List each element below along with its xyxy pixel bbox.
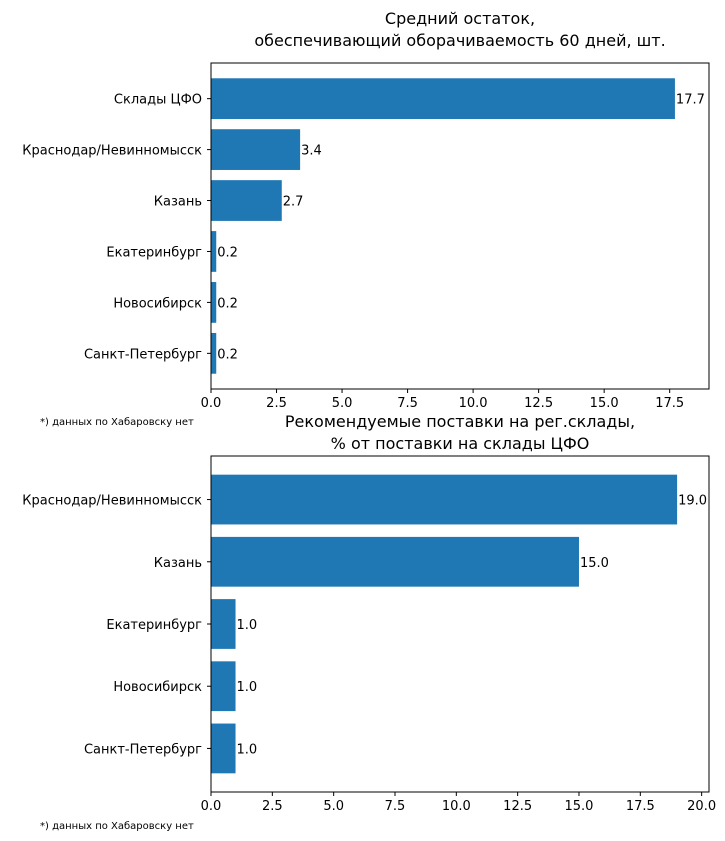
bar-5 [211, 282, 217, 323]
x-tick-label: 15.0 [565, 799, 594, 814]
y-tick-label: Краснодар/Невинномысск [22, 144, 202, 159]
x-tick-label: 0.0 [201, 799, 222, 814]
y-tick-label: Екатеринбург [106, 618, 202, 633]
chart-panel-1: Средний остаток, обеспечивающий оборачива… [22, 9, 710, 428]
axes-frame [210, 455, 710, 793]
bar-4 [211, 231, 217, 272]
data-label: 15.0 [580, 556, 609, 571]
x-tick-label: 5.0 [323, 799, 344, 814]
x-tick-label: 17.5 [626, 799, 655, 814]
y-tick-label: Екатеринбург [106, 245, 202, 260]
chart-title-line: Рекомендуемые поставки на рег.склады, [285, 412, 635, 431]
chart-title: Рекомендуемые поставки на рег.склады, % о… [285, 412, 635, 453]
y-tick-label: Казань [154, 556, 202, 571]
bar-5 [211, 723, 236, 774]
x-tick-label: 10.0 [459, 396, 488, 411]
footnote: *) данных по Хабаровску нет [40, 417, 194, 428]
data-label: 19.0 [678, 494, 707, 509]
y-tick-label: Новосибирск [113, 680, 202, 695]
x-tick-label: 2.5 [266, 396, 287, 411]
y-tick-label: Новосибирск [113, 296, 202, 311]
x-tick-label: 17.5 [655, 396, 684, 411]
data-label: 0.2 [217, 296, 238, 311]
y-tick-label: Санкт-Петербург [84, 347, 202, 362]
chart-title: Средний остаток, обеспечивающий оборачива… [254, 9, 665, 50]
y-tick-label: Краснодар/Невинномысск [22, 494, 202, 509]
x-tick-label: 5.0 [332, 396, 353, 411]
x-tick-label: 10.0 [442, 799, 471, 814]
data-label: 0.2 [217, 245, 238, 260]
y-tick-label: Санкт-Петербург [84, 742, 202, 757]
data-label: 1.0 [237, 680, 258, 695]
bar-1 [211, 474, 678, 525]
chart-title-line: Средний остаток, [385, 9, 535, 28]
y-tick-label: Склады ЦФО [114, 93, 202, 108]
bar-3 [211, 599, 236, 649]
x-tick-label: 2.5 [262, 799, 283, 814]
data-label: 17.7 [676, 93, 705, 108]
x-tick-label: 0.0 [201, 396, 222, 411]
bar-2 [211, 129, 301, 170]
x-tick-label: 12.5 [524, 396, 553, 411]
bar-2 [211, 536, 579, 587]
x-tick-label: 12.5 [503, 799, 532, 814]
data-label: 1.0 [237, 742, 258, 757]
x-tick-label: 7.5 [397, 396, 418, 411]
chart-title-line: обеспечивающий оборачиваемость 60 дней, … [254, 31, 665, 50]
chart-title-line: % от поставки на склады ЦФО [331, 434, 590, 453]
bar-4 [211, 661, 236, 712]
footnote: *) данных по Хабаровску нет [40, 821, 194, 832]
chart-panel-2: Рекомендуемые поставки на рег.склады, % о… [22, 412, 716, 832]
bar-3 [211, 180, 282, 221]
bar-1 [211, 78, 675, 120]
data-label: 2.7 [283, 195, 304, 210]
data-label: 3.4 [301, 144, 322, 159]
data-label: 0.2 [217, 347, 238, 362]
x-tick-label: 7.5 [385, 799, 406, 814]
x-tick-label: 15.0 [590, 396, 619, 411]
x-tick-label: 20.0 [687, 799, 716, 814]
data-label: 1.0 [237, 618, 258, 633]
axes-frame [210, 62, 710, 390]
y-tick-label: Казань [154, 195, 202, 210]
bar-6 [211, 332, 217, 374]
